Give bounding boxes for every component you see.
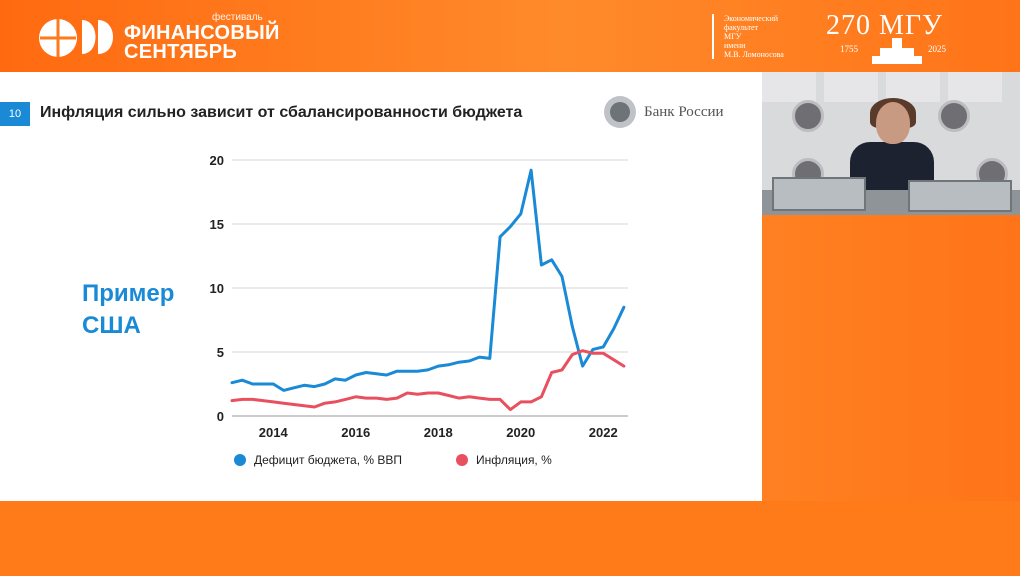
wall-panel: [886, 72, 940, 102]
legend-marker: [456, 454, 468, 466]
msu-building-icon: [872, 38, 922, 64]
monitor: [772, 177, 866, 211]
wall-panel: [824, 72, 878, 102]
festival-logo-icon: [39, 19, 113, 57]
y-tick-label: 0: [217, 409, 224, 424]
series-line-2: [230, 349, 626, 412]
festival-name: ФИНАНСОВЫЙ СЕНТЯБРЬ: [124, 22, 280, 63]
bank-logo: Банк России: [604, 96, 744, 128]
festival-small-label: фестиваль: [212, 12, 263, 23]
x-tick-label: 2022: [589, 425, 618, 440]
faculty-label: Экономический факультет МГУ имени М.В. Л…: [712, 14, 834, 59]
faculty-line: факультет: [724, 23, 759, 32]
msu-seal-icon: [938, 100, 970, 132]
example-line2: США: [82, 312, 141, 339]
webcam-video: [762, 72, 1020, 215]
example-label: Пример США: [82, 278, 174, 342]
speaker-head: [876, 102, 910, 144]
legend-label: Дефицит бюджета, % ВВП: [254, 453, 402, 467]
bank-name: Банк России: [644, 104, 724, 120]
example-line1: Пример: [82, 280, 175, 307]
x-tick-label: 2014: [259, 425, 289, 440]
faculty-line: Экономический: [724, 14, 779, 23]
x-tick-label: 2016: [341, 425, 370, 440]
bottom-band: [0, 501, 1020, 576]
slide-title: Инфляция сильно зависит от сбалансирован…: [40, 104, 523, 121]
msu-title: 270 МГУ: [826, 10, 943, 41]
x-tick-label: 2020: [506, 425, 535, 440]
faculty-line: М.В. Ломоносова: [724, 50, 784, 59]
msu-seal-icon: [792, 100, 824, 132]
msu-anniversary-logo: 270 МГУ 1755 2025: [826, 10, 976, 66]
presentation-slide: 10 Инфляция сильно зависит от сбалансиро…: [0, 72, 762, 501]
series-line-1: [230, 168, 626, 392]
festival-name-line1: ФИНАНСОВЫЙ: [124, 22, 280, 44]
faculty-line: имени: [724, 41, 746, 50]
monitor: [908, 180, 1012, 212]
wall-panel: [948, 72, 1002, 102]
y-tick-label: 5: [217, 345, 224, 360]
legend-marker: [234, 454, 246, 466]
festival-name-line2: СЕНТЯБРЬ: [124, 41, 238, 63]
x-tick-label: 2018: [424, 425, 453, 440]
bank-emblem-icon: [604, 96, 636, 128]
line-chart: 0 5 10 15 20 2014 2016 2018 2020 2022 Дефицит бюдж…: [210, 153, 628, 467]
legend-label: Инфляция, %: [476, 453, 552, 467]
y-tick-label: 10: [210, 281, 224, 296]
slide-number: 10: [0, 102, 30, 126]
msu-year-start: 1755: [840, 44, 858, 54]
y-tick-label: 20: [210, 153, 224, 168]
faculty-line: МГУ: [724, 32, 742, 41]
y-tick-label: 15: [210, 217, 224, 232]
msu-year-end: 2025: [928, 44, 946, 54]
wall-panel: [762, 72, 816, 102]
